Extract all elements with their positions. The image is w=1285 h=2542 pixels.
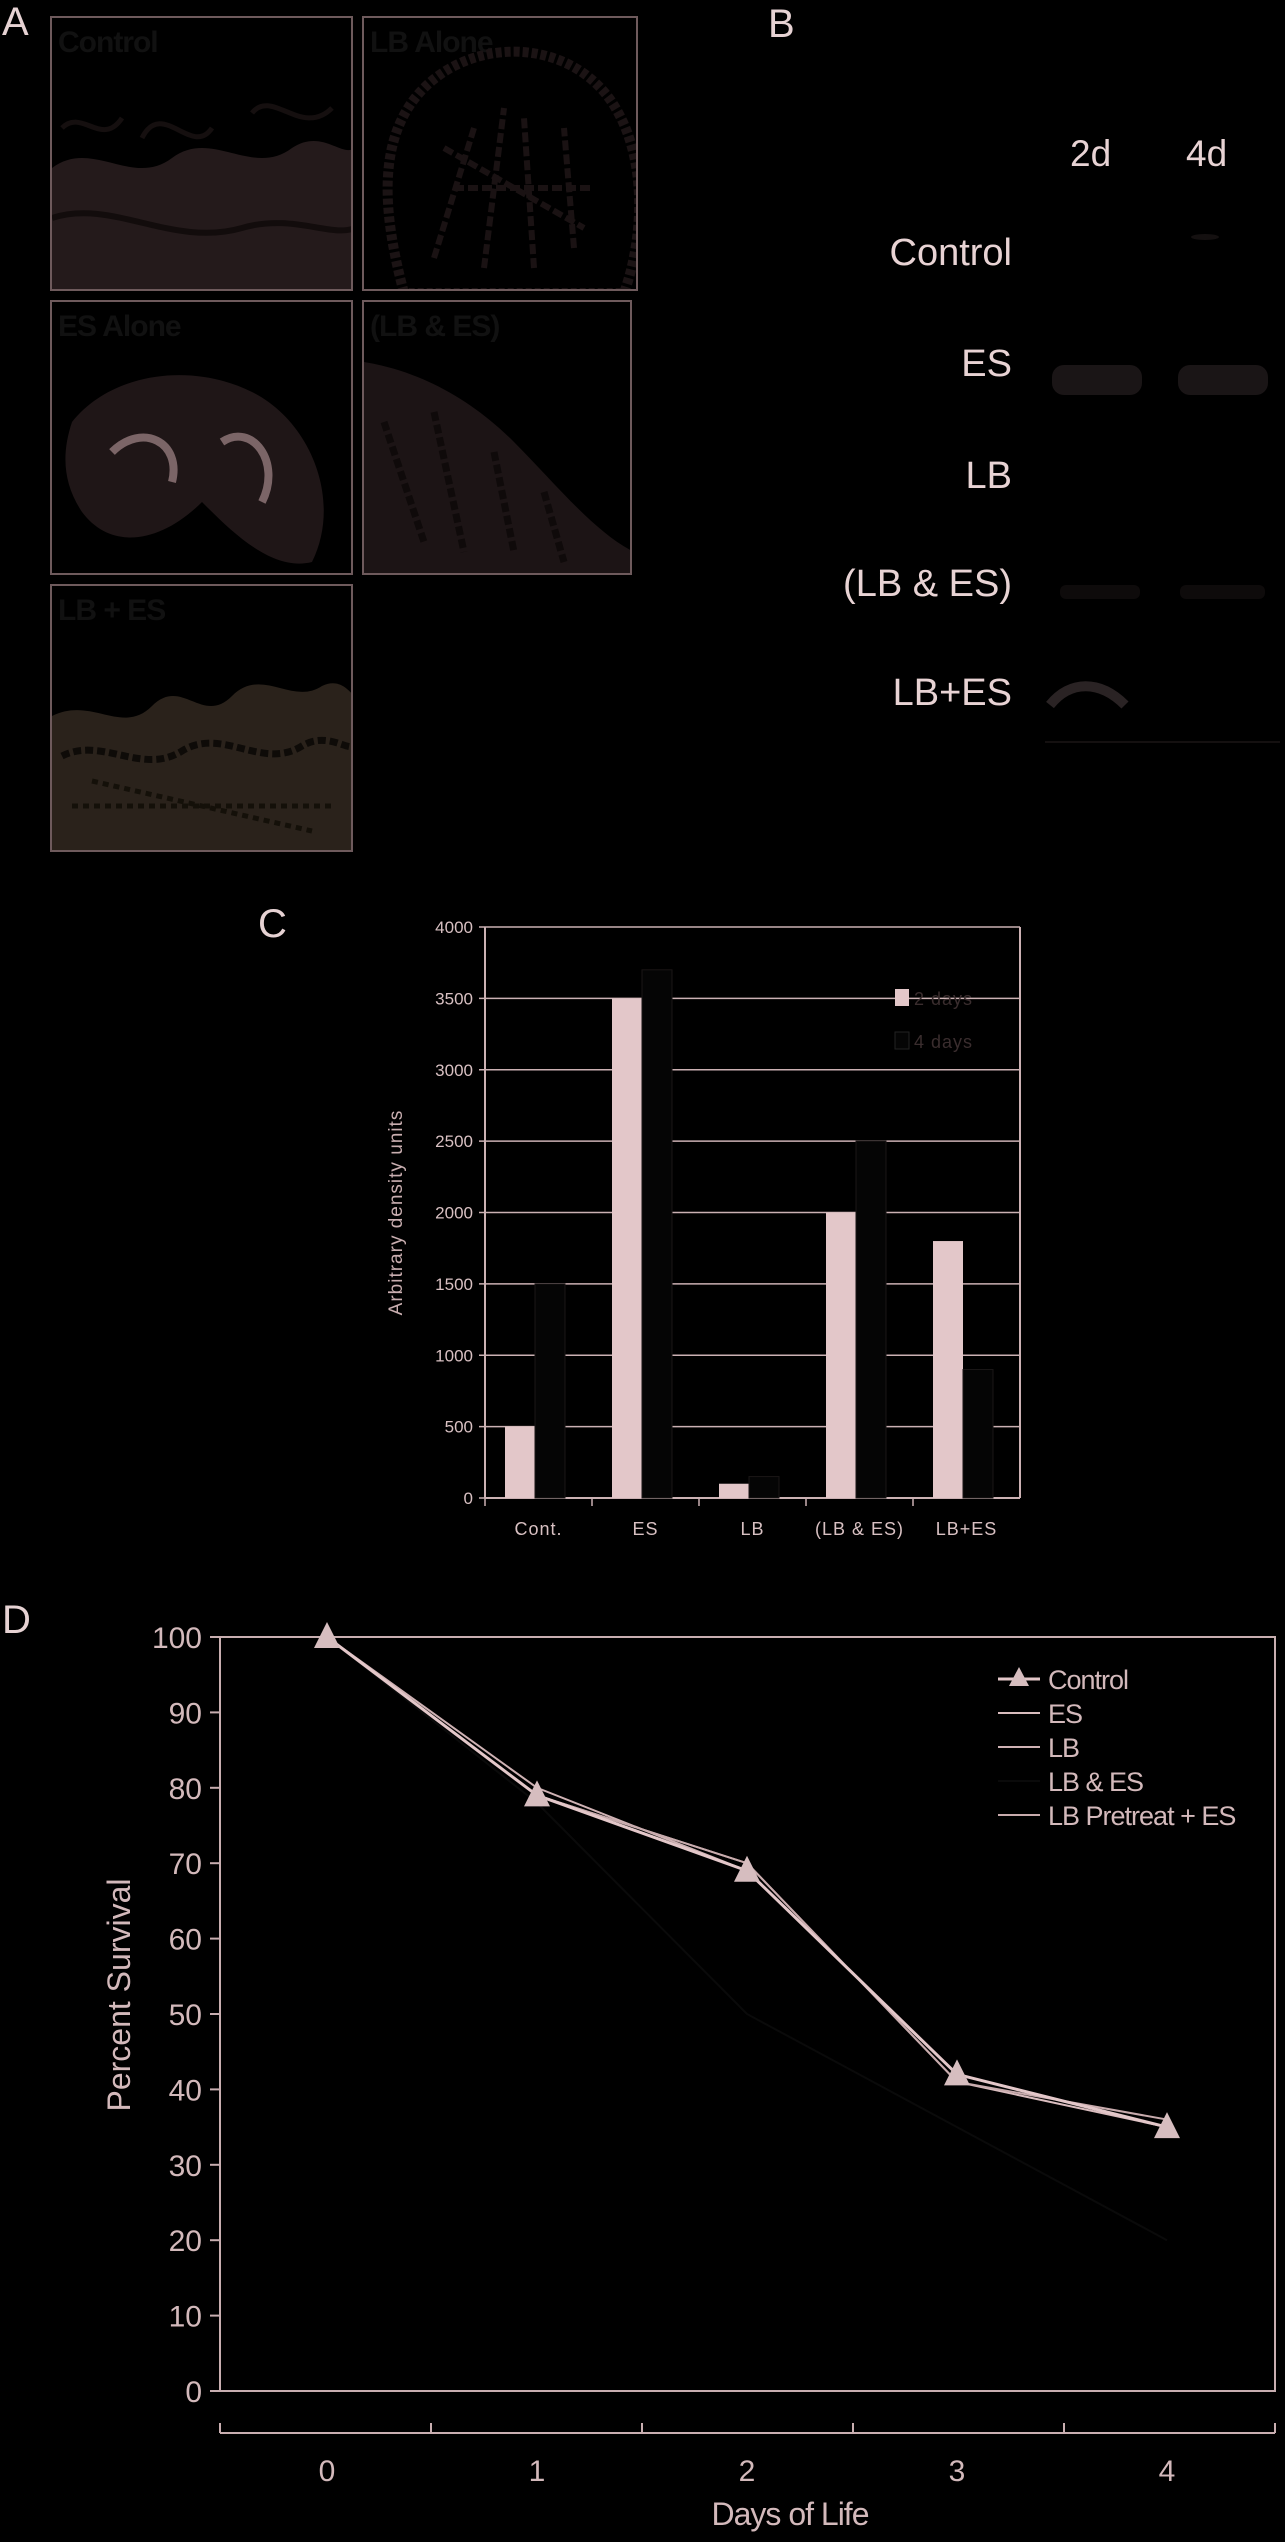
- legend-label: LB Pretreat + ES: [1048, 1801, 1235, 1831]
- y-tick-label: 500: [445, 1418, 473, 1437]
- x-tick-label: 1: [529, 2455, 546, 2488]
- x-tick-label: 2: [739, 2455, 756, 2488]
- data-point-control: [944, 2059, 970, 2086]
- histology-label: ES Alone: [58, 310, 182, 343]
- legend-label: 2 days: [914, 989, 973, 1009]
- x-tick-label: LB+ES: [936, 1519, 998, 1539]
- histology-lb-alone-image: LB Alone: [362, 16, 638, 291]
- legend-label: LB: [1048, 1733, 1079, 1763]
- blot-column-4d: 4d: [1186, 133, 1228, 174]
- y-tick-label: 100: [152, 1622, 202, 1655]
- legend-label: ES: [1048, 1699, 1082, 1729]
- legend-label: 4 days: [914, 1032, 973, 1052]
- histology-lb-plus-es-image: LB + ES: [50, 584, 353, 852]
- histology-label: LB + ES: [58, 594, 166, 627]
- x-tick-label: 0: [319, 2455, 336, 2488]
- y-tick-label: 0: [464, 1489, 473, 1508]
- bar-2-days: [612, 998, 642, 1498]
- blot-row-label: ES: [961, 343, 1012, 385]
- blot-row-label: Control: [889, 232, 1013, 274]
- y-tick-label: 90: [169, 1697, 202, 1730]
- histology-label: (LB & ES): [370, 310, 500, 343]
- legend-label: Control: [1048, 1665, 1128, 1695]
- x-tick-label: (LB & ES): [815, 1519, 904, 1539]
- histology-lb-and-es-image: (LB & ES): [362, 300, 632, 575]
- histology-es-alone-image: ES Alone: [50, 300, 353, 575]
- x-axis-title: Days of Life: [712, 2496, 869, 2532]
- y-tick-label: 2500: [435, 1132, 473, 1151]
- tissue-texture: [52, 683, 351, 850]
- bar-2-days: [933, 1241, 963, 1498]
- bar-2-days: [826, 1212, 856, 1498]
- histology-control-image: Control: [50, 16, 353, 291]
- y-tick-label: 80: [169, 1773, 202, 1806]
- x-tick-label: 4: [1159, 2455, 1176, 2488]
- x-tick-label: 3: [949, 2455, 966, 2488]
- y-axis-title: Arbitrary density units: [386, 1110, 407, 1316]
- x-tick-label: LB: [740, 1519, 764, 1539]
- legend-label: LB & ES: [1048, 1767, 1143, 1797]
- y-tick-label: 10: [169, 2301, 202, 2334]
- survival-line-chart: 0 10 20 30 40 50 60 70 80 90 100 0 1 2 3 4 Days of Life P…: [101, 1622, 1276, 2532]
- bar-2-days: [719, 1483, 749, 1498]
- y-tick-label: 30: [169, 2150, 202, 2183]
- y-tick-label: 1500: [435, 1275, 473, 1294]
- tissue-texture: [65, 375, 324, 564]
- line-LB-ES: [326, 1636, 1168, 2242]
- legend-swatch: [894, 1031, 910, 1050]
- y-tick-label: 0: [185, 2376, 202, 2409]
- y-tick-label: 1000: [435, 1346, 473, 1365]
- blot-row-label: (LB & ES): [843, 563, 1012, 605]
- x-tick-label: Cont.: [514, 1519, 562, 1539]
- line-ES: [326, 1636, 1168, 2129]
- panel-d-label: D: [2, 1598, 31, 1642]
- blot-column-2d: 2d: [1070, 133, 1112, 174]
- y-tick-label: 50: [169, 1999, 202, 2032]
- bar-4-days: [534, 1283, 566, 1499]
- blot-row-label: LB+ES: [892, 672, 1012, 714]
- panel-c-label: C: [258, 902, 287, 946]
- bar-chart: 0 500 1000 1500 2000 2500 3000 3500 4000 Arbitrar…: [386, 918, 1021, 1539]
- y-tick-label: 70: [169, 1848, 202, 1881]
- tissue-texture: [52, 103, 351, 289]
- y-tick-label: 2000: [435, 1204, 473, 1223]
- western-blot-image: [1045, 234, 1280, 743]
- bar-4-days: [962, 1369, 994, 1499]
- tissue-texture: [364, 362, 630, 573]
- y-axis-title: Percent Survival: [101, 1879, 137, 2112]
- y-tick-label: 20: [169, 2225, 202, 2258]
- y-tick-label: 4000: [435, 918, 473, 937]
- data-point-control: [1154, 2112, 1180, 2139]
- bar-4-days: [641, 969, 673, 1499]
- y-tick-label: 40: [169, 2074, 202, 2107]
- line-LB: [326, 1636, 1168, 2129]
- bar-4-days: [855, 1140, 887, 1499]
- y-tick-label: 3500: [435, 989, 473, 1008]
- data-point-control: [524, 1780, 550, 1807]
- legend-marker: [1009, 1667, 1029, 1686]
- line-Control: [326, 1635, 1168, 2129]
- y-tick-label: 3000: [435, 1061, 473, 1080]
- histology-label: Control: [58, 26, 159, 59]
- bar-2-days: [505, 1426, 535, 1498]
- tissue-texture: [382, 46, 636, 289]
- legend-swatch: [895, 989, 909, 1006]
- panel-b-label: B: [768, 2, 795, 46]
- bar-4-days: [748, 1476, 780, 1499]
- y-tick-label: 60: [169, 1924, 202, 1957]
- data-point-control: [734, 1855, 760, 1882]
- data-point-control: [314, 1622, 340, 1648]
- x-tick-label: ES: [632, 1519, 658, 1539]
- blot-row-label: LB: [965, 455, 1012, 497]
- panel-a-label: A: [2, 0, 29, 44]
